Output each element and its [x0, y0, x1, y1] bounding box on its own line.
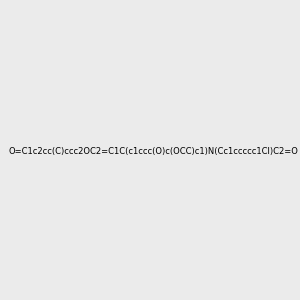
Text: O=C1c2cc(C)ccc2OC2=C1C(c1ccc(O)c(OCC)c1)N(Cc1ccccc1Cl)C2=O: O=C1c2cc(C)ccc2OC2=C1C(c1ccc(O)c(OCC)c1)… — [9, 147, 299, 156]
